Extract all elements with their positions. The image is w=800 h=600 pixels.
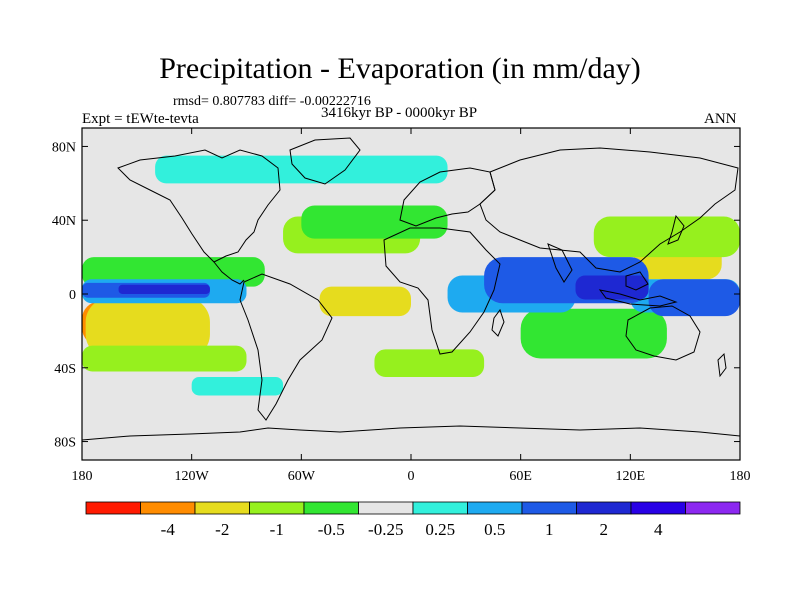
lat-label: 40S (54, 362, 76, 377)
coastline-indonesia (598, 289, 678, 307)
colorbar-label: 1 (545, 520, 554, 539)
colorbar-swatch (140, 501, 196, 515)
colorbar-label: 4 (654, 520, 663, 539)
lon-label: 180 (730, 469, 751, 484)
colorbar-swatch (412, 501, 468, 515)
colorbar-label: -4 (161, 520, 176, 539)
colorbar-swatch (194, 501, 250, 515)
anomaly-region-19 (648, 279, 740, 317)
coastline-antarctica (82, 425, 740, 441)
coastline-madagascar (491, 308, 505, 337)
colorbar-label: -0.25 (368, 520, 403, 539)
lon-label: 120W (175, 469, 210, 484)
coastline-africa (383, 227, 501, 355)
colorbar-swatch (303, 501, 359, 515)
anomaly-region-5 (319, 286, 411, 317)
colorbar-swatch (467, 501, 523, 515)
colorbar-labels: -4 -2 -1 -0.5 -0.25 0.25 0.5 1 2 4 (161, 520, 663, 539)
colorbar-label: 2 (600, 520, 609, 539)
anomaly-region-13 (520, 308, 667, 359)
anomaly-region-12 (301, 205, 448, 239)
anomaly-region-23 (155, 155, 448, 184)
colorbar-swatch (630, 501, 686, 515)
longitude-labels: 180 120W 60W 0 60E 120E 180 (72, 469, 751, 484)
colorbar-label: -2 (215, 520, 229, 539)
anomaly-region-20 (118, 284, 210, 294)
colorbar-label: 0.5 (484, 520, 505, 539)
season-label: ANN (704, 111, 737, 127)
anomaly-region-22 (191, 377, 284, 396)
coastline-layer (82, 137, 740, 441)
experiment-label: Expt = tEWte-tevta (82, 111, 199, 127)
coastline-india (547, 243, 573, 283)
coastline-asia (479, 147, 739, 273)
coastline-greenland (289, 137, 361, 185)
coastline-south-america (239, 273, 333, 421)
coastline-australia (625, 305, 701, 361)
lon-label: 0 (408, 469, 415, 484)
map-title: Precipitation - Evaporation (in mm/day) (159, 52, 641, 85)
coastline-new-zealand (717, 352, 727, 378)
colorbar-label: -0.5 (318, 520, 345, 539)
axis-ticks (81, 128, 741, 460)
colorbar (85, 501, 741, 515)
lat-label: 40N (52, 214, 76, 229)
anomaly-region-21 (575, 275, 649, 300)
lon-label: 120E (616, 469, 646, 484)
lat-label: 80S (54, 436, 76, 451)
anomaly-region-4 (85, 297, 210, 359)
coastline-japan (667, 214, 685, 245)
lon-label: 60W (288, 469, 316, 484)
colorbar-swatch (358, 501, 414, 515)
coastline-borneo (625, 271, 649, 291)
colorbar-swatch (249, 501, 305, 515)
anomaly-layer (82, 155, 740, 396)
anomaly-region-10 (593, 216, 740, 258)
anomaly-region-7 (82, 345, 247, 372)
lon-label: 60E (509, 469, 532, 484)
period-label: 3416kyr BP - 0000kyr BP (321, 105, 478, 121)
colorbar-label: -1 (270, 520, 284, 539)
latitude-labels: 80N 40N 0 40S 80S (52, 140, 76, 450)
lon-label: 180 (72, 469, 93, 484)
lat-label: 80N (52, 140, 76, 155)
lat-label: 0 (69, 288, 76, 303)
coastline-central-america (213, 261, 245, 285)
colorbar-label: 0.25 (425, 520, 455, 539)
colorbar-swatch (521, 501, 577, 515)
anomaly-region-9 (374, 349, 485, 377)
colorbar-swatch (576, 501, 632, 515)
coastline-north-america (117, 149, 281, 263)
colorbar-swatch (85, 501, 141, 515)
colorbar-swatch (685, 501, 741, 515)
rmsd-diff-stats: rmsd= 0.807783 diff= -0.00222716 (173, 94, 371, 109)
